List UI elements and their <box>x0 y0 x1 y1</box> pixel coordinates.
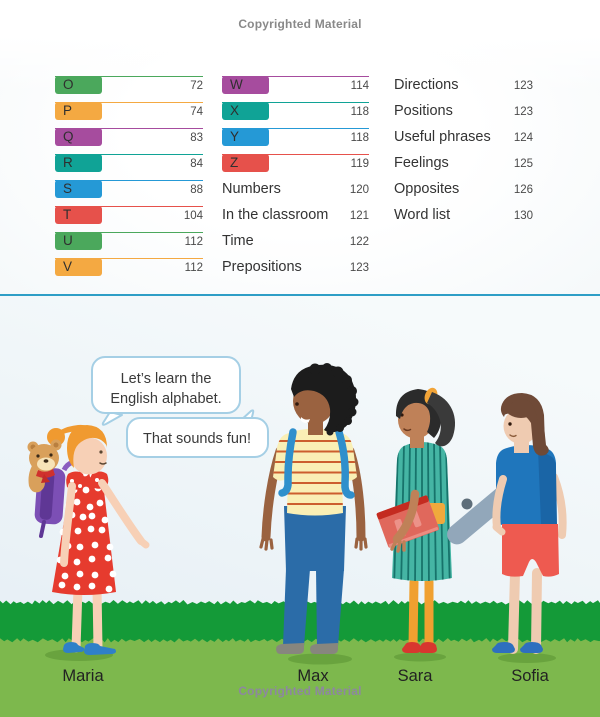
svg-text:That sounds fun!: That sounds fun! <box>143 431 251 447</box>
svg-text:Let’s learn the: Let’s learn the <box>121 371 212 387</box>
svg-text:English alphabet.: English alphabet. <box>110 391 221 407</box>
